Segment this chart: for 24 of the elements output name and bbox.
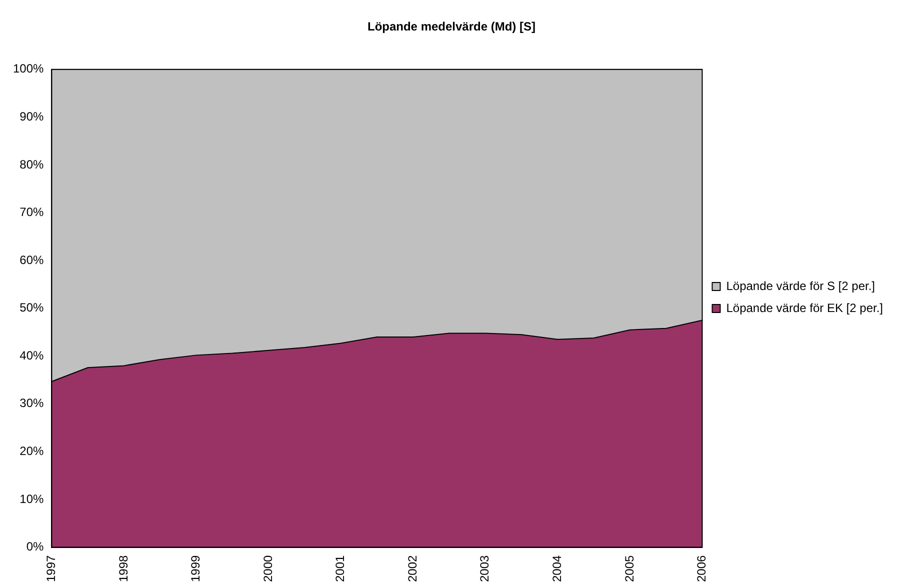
x-tick-label: 2003 bbox=[478, 554, 492, 582]
x-tick-label: 1999 bbox=[188, 554, 203, 582]
y-tick-label: 100% bbox=[12, 62, 44, 76]
x-tick-label: 2006 bbox=[694, 554, 709, 582]
y-tick-label: 30% bbox=[20, 396, 44, 410]
chart-title: Löpande medelvärde (Md) [S] bbox=[367, 20, 536, 34]
y-tick-label: 70% bbox=[20, 205, 44, 220]
y-tick-label: 50% bbox=[20, 300, 44, 315]
x-tick-label: 2005 bbox=[622, 554, 636, 582]
y-tick-label: 40% bbox=[20, 348, 44, 362]
x-tick-label: 2002 bbox=[405, 554, 420, 582]
y-tick-label: 80% bbox=[20, 157, 44, 172]
x-tick-label: 2001 bbox=[333, 554, 348, 582]
y-tick-label: 10% bbox=[20, 492, 44, 506]
y-tick-label: 20% bbox=[20, 444, 44, 458]
x-tick-label: 1997 bbox=[44, 554, 58, 582]
legend-label: Löpande värde för EK [2 per.] bbox=[726, 300, 884, 315]
x-tick-label: 1998 bbox=[116, 554, 130, 582]
x-tick-label: 2004 bbox=[550, 554, 564, 582]
y-tick-label: 0% bbox=[26, 540, 44, 554]
y-tick-label: 90% bbox=[20, 110, 44, 124]
legend-label: Löpande värde för S [2 per.] bbox=[726, 278, 876, 293]
x-tick-label: 2000 bbox=[260, 554, 275, 582]
y-tick-label: 60% bbox=[20, 252, 44, 267]
